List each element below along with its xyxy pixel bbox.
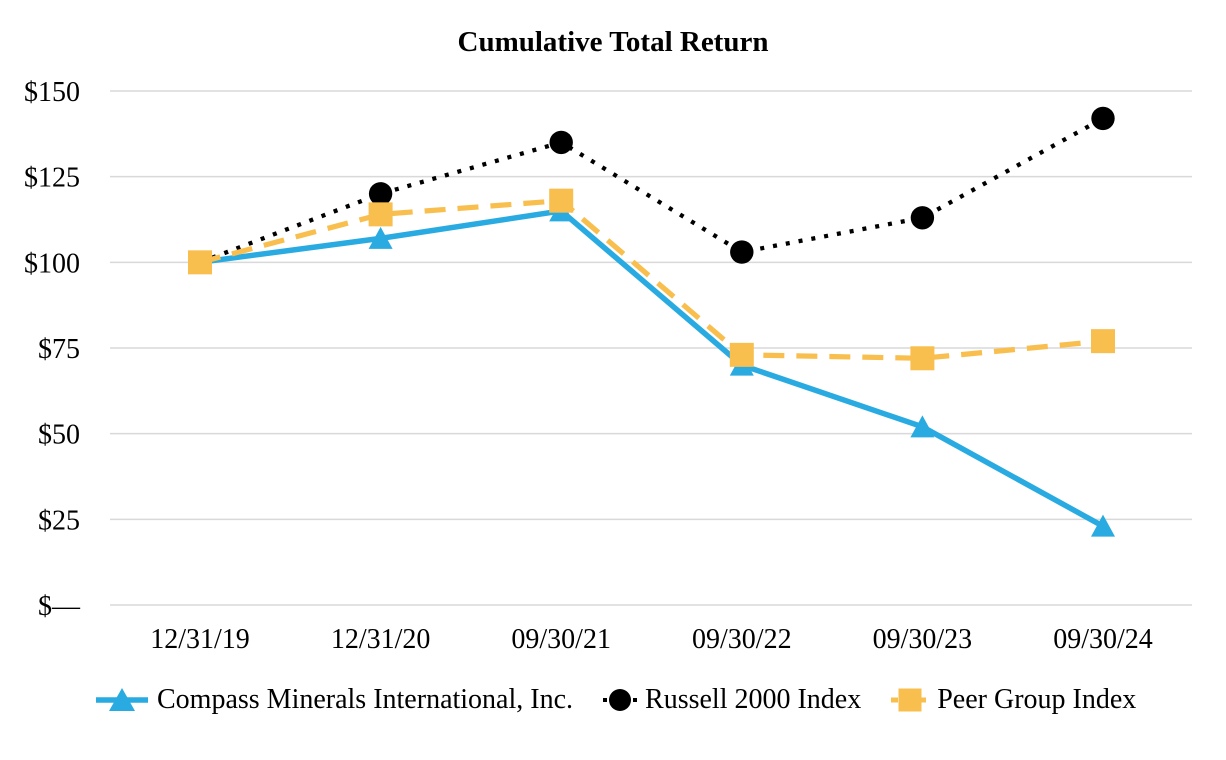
y-axis-label: $—: [38, 591, 81, 622]
circle-marker: [1091, 106, 1115, 131]
legend-item-russell: Russell 2000 Index: [603, 684, 861, 716]
triangle-marker-icon: [95, 685, 149, 715]
square-marker: [368, 202, 393, 227]
circle-marker: [730, 240, 754, 264]
legend-item-compass: Compass Minerals International, Inc.: [95, 684, 573, 716]
legend: Compass Minerals International, Inc. Rus…: [95, 684, 1136, 716]
y-axis-label: $75: [38, 334, 80, 365]
x-axis-label: 09/30/23: [873, 624, 973, 655]
chart-title: Cumulative Total Return: [457, 26, 769, 58]
circle-marker-icon: [603, 685, 638, 715]
square-marker: [549, 188, 574, 213]
y-axis-label: $50: [38, 420, 80, 451]
triangle-marker: [910, 415, 935, 438]
x-axis-label: 12/31/20: [331, 624, 431, 655]
square-marker-icon: [891, 685, 930, 715]
x-axis-label: 09/30/22: [692, 624, 792, 655]
legend-label-compass: Compass Minerals International, Inc.: [157, 684, 574, 715]
series-line-2: [199, 197, 1104, 361]
square-marker: [910, 346, 935, 371]
legend-item-peer: Peer Group Index: [891, 684, 1136, 716]
x-axis-label: 09/30/21: [511, 624, 611, 655]
circle-marker: [549, 130, 573, 155]
x-axis-label: 12/31/19: [150, 624, 250, 655]
triangle-marker: [1091, 514, 1115, 537]
legend-label-peer: Peer Group Index: [937, 684, 1137, 715]
y-axis-label: $100: [24, 248, 80, 279]
y-axis-label: $125: [24, 163, 80, 194]
square-marker: [188, 250, 212, 275]
series-line-0: [199, 208, 1105, 529]
circle-marker: [910, 206, 935, 230]
triangle-marker: [368, 226, 393, 249]
circle-marker: [368, 182, 393, 206]
y-axis-label: $150: [24, 77, 80, 108]
square-marker: [729, 342, 754, 367]
legend-label-russell: Russell 2000 Index: [645, 684, 862, 715]
y-axis-label: $25: [38, 505, 80, 536]
x-axis-label: 09/30/24: [1053, 624, 1153, 655]
square-marker: [1091, 329, 1115, 354]
series-line-1: [199, 116, 1105, 265]
